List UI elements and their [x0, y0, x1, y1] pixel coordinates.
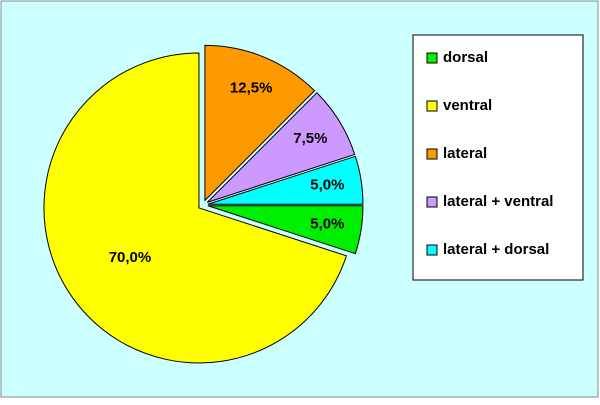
legend-swatch — [426, 196, 438, 208]
legend-label: lateral — [443, 145, 487, 162]
data-label: 7,5% — [293, 130, 327, 147]
legend-swatch — [426, 148, 438, 160]
legend-label: lateral + ventral — [443, 193, 553, 210]
legend-swatch — [426, 52, 438, 64]
pie-slice — [207, 155, 364, 205]
pie-slice — [204, 44, 316, 202]
legend-swatch — [426, 244, 438, 256]
legend-label: ventral — [443, 97, 492, 114]
legend-label: dorsal — [443, 49, 488, 66]
legend-swatch — [426, 100, 438, 112]
pie-slice — [43, 52, 348, 364]
data-label: 12,5% — [230, 80, 273, 97]
pie-slice — [207, 205, 364, 255]
legend-label: lateral + dorsal — [443, 241, 549, 258]
data-label: 70,0% — [109, 249, 152, 266]
data-label: 5,0% — [310, 176, 344, 193]
data-label: 5,0% — [310, 216, 344, 233]
legend-box — [412, 34, 584, 281]
pie-slice — [206, 92, 356, 203]
